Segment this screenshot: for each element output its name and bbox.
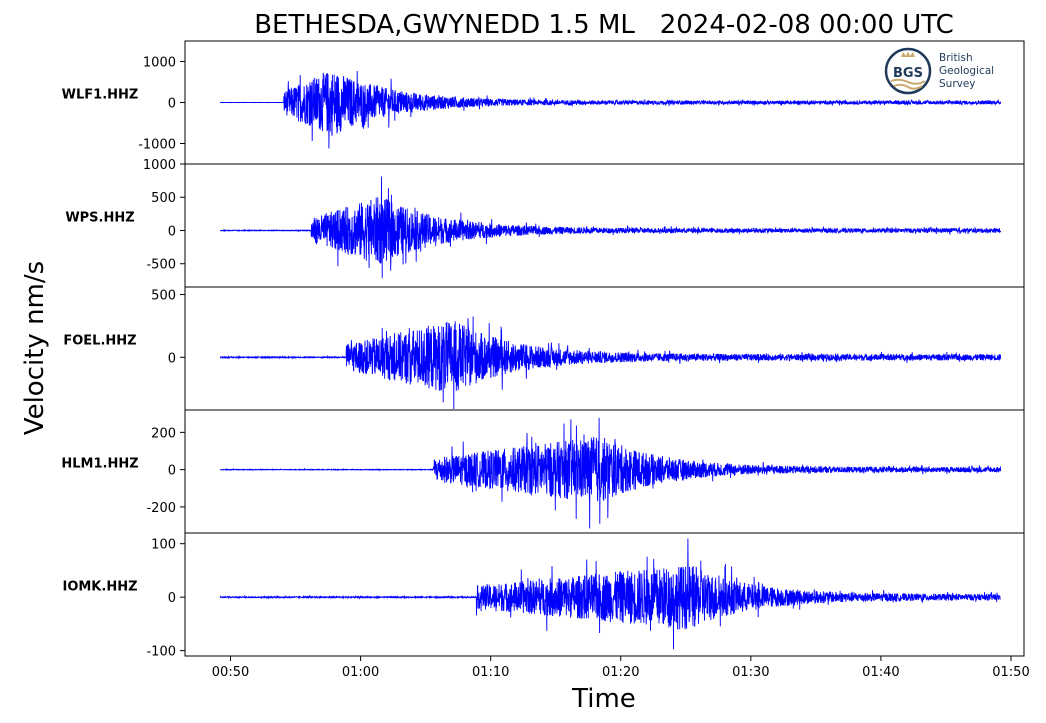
logo-wave-1	[890, 78, 926, 85]
panel-frame	[184, 532, 1025, 657]
x-tick-label: 00:50	[212, 665, 249, 680]
y-tick-label: -500	[146, 258, 176, 273]
logo-line-2: Geological	[939, 65, 994, 77]
x-tick-label: 01:50	[992, 665, 1029, 680]
logo-wave-2	[893, 83, 923, 90]
y-tick-label: 1000	[143, 158, 176, 173]
station-label: WLF1.HHZ	[62, 88, 139, 103]
y-tick-label: 1000	[143, 56, 176, 71]
x-tick-label: 01:40	[862, 665, 899, 680]
logo-emblem	[884, 47, 932, 95]
x-tick-label: 01:10	[472, 665, 509, 680]
y-axis-label: Velocity nm/s	[20, 261, 50, 435]
y-tick-label: 0	[168, 464, 176, 479]
panels-group: 10000-1000WLF1.HHZ10005000-500WPS.HHZ500…	[61, 40, 1025, 660]
y-tick-label: -100	[146, 645, 176, 660]
logo-line-3: Survey	[939, 78, 976, 90]
y-tick-label: 500	[151, 191, 176, 206]
x-tick-label: 01:30	[732, 665, 769, 680]
y-tick-label: -1000	[138, 138, 176, 153]
station-label: IOMK.HHZ	[62, 580, 137, 595]
panel-frame	[184, 163, 1025, 288]
y-tick-label: 0	[168, 224, 176, 239]
panel-hlm1-hhz: 200 0 -200 HLM1.HHZ	[61, 409, 1025, 534]
chart-title: BETHESDA,GWYNEDD 1.5 ML 2024-02-08 00:00…	[254, 10, 954, 40]
logo-crown-icon	[901, 51, 915, 57]
panel-wps-hhz: 1000 500 0 -500 WPS.HHZ	[65, 158, 1025, 288]
waveform-wps-hhz	[219, 176, 1002, 279]
station-label: FOEL.HHZ	[63, 334, 136, 349]
y-tick-label: 200	[151, 426, 176, 441]
bgs-logo: BGS British Geological Survey	[884, 47, 994, 95]
waveform-wlf1-hhz	[220, 70, 1002, 149]
panel-wlf1-hhz: 1000 0 -1000 WLF1.HHZ	[62, 40, 1025, 165]
waveform-hlm1-hhz	[219, 417, 1002, 529]
y-tick-label: 0	[168, 351, 176, 366]
waveform-foel-hhz	[220, 316, 1002, 410]
station-label: WPS.HHZ	[65, 211, 134, 226]
logo-abbr: BGS	[893, 66, 923, 81]
y-tick-label: 0	[168, 97, 176, 112]
y-tick-label: 500	[151, 289, 176, 304]
x-axis-label: Time	[571, 684, 636, 714]
panel-frame	[184, 286, 1025, 411]
panel-iomk-hhz: 100 0 -100 IOMK.HHZ	[62, 532, 1025, 660]
y-tick-label: 0	[168, 591, 176, 606]
x-tick-label: 01:20	[602, 665, 639, 680]
panel-foel-hhz: 500 0 FOEL.HHZ	[63, 286, 1025, 411]
logo-line-1: British	[939, 52, 973, 64]
y-tick-label: 100	[151, 538, 176, 553]
x-axis: 00:50 01:00 01:10 01:20 01:30 01:40 01:50	[212, 656, 1030, 680]
y-tick-label: -200	[146, 501, 176, 516]
station-label: HLM1.HHZ	[61, 457, 138, 472]
waveform-iomk-hhz	[219, 538, 1001, 650]
x-tick-label: 01:00	[342, 665, 379, 680]
